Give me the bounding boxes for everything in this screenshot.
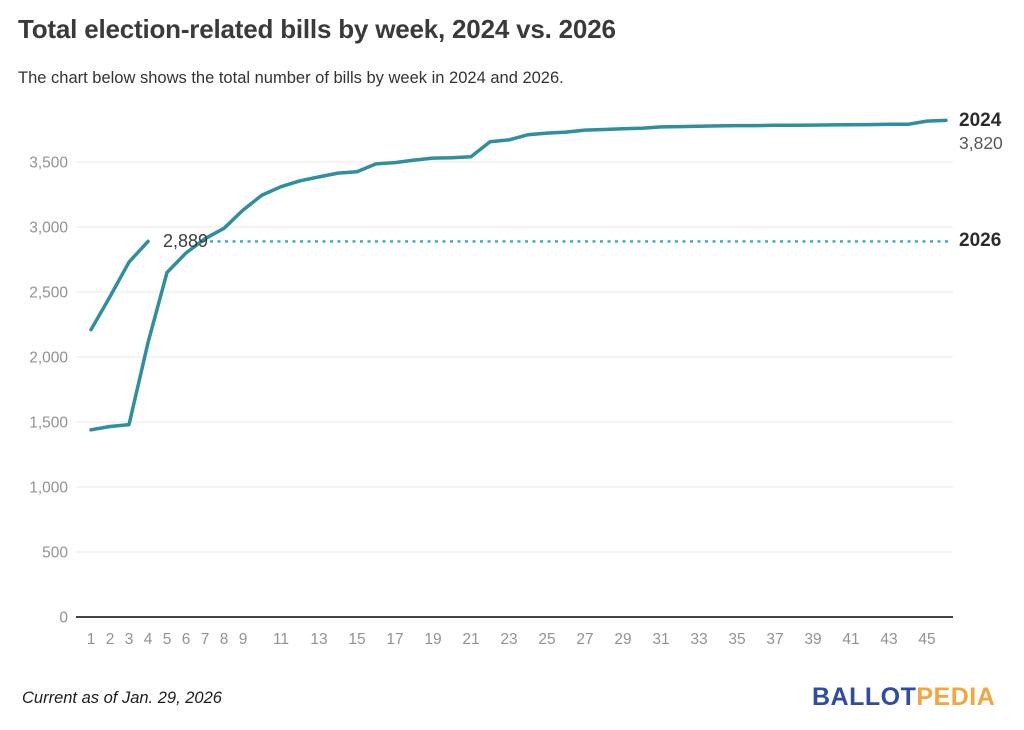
x-tick-label: 2 xyxy=(106,631,115,648)
y-tick-label: 3,000 xyxy=(29,220,68,237)
annotation-2026-final-value: 2,889 xyxy=(162,231,208,251)
x-tick-label: 37 xyxy=(766,631,783,648)
logo-pedia: PEDIA xyxy=(916,683,996,711)
x-tick-label: 9 xyxy=(239,631,248,648)
x-tick-label: 43 xyxy=(880,631,897,648)
x-tick-label: 31 xyxy=(652,631,669,648)
x-tick-label: 13 xyxy=(310,631,327,648)
x-tick-label: 23 xyxy=(500,631,517,648)
x-tick-label: 4 xyxy=(144,631,153,648)
x-tick-label: 1 xyxy=(87,631,96,648)
x-tick-label: 17 xyxy=(386,631,403,648)
y-tick-label: 0 xyxy=(59,610,68,627)
x-tick-label: 7 xyxy=(201,631,210,648)
x-tick-label: 27 xyxy=(576,631,593,648)
x-tick-label: 19 xyxy=(424,631,441,648)
footnote: Current as of Jan. 29, 2026 xyxy=(22,689,222,707)
series-final-value-2024: 3,820 xyxy=(959,133,1003,153)
x-tick-label: 35 xyxy=(728,631,745,648)
x-tick-label: 15 xyxy=(348,631,365,648)
series-line-2024 xyxy=(89,118,948,432)
x-tick-label: 29 xyxy=(614,631,631,648)
x-tick-label: 41 xyxy=(842,631,859,648)
x-tick-label: 45 xyxy=(918,631,935,648)
y-tick-label: 2,500 xyxy=(29,285,68,302)
y-tick-label: 500 xyxy=(42,545,68,562)
series-label-2026: 2026 xyxy=(959,230,1002,251)
x-tick-label: 8 xyxy=(220,631,229,648)
x-tick-label: 5 xyxy=(163,631,172,648)
x-tick-label: 39 xyxy=(804,631,821,648)
y-tick-label: 1,000 xyxy=(29,480,68,497)
x-tick-label: 6 xyxy=(182,631,191,648)
series-label-2024: 2024 xyxy=(959,110,1002,131)
x-tick-label: 3 xyxy=(125,631,134,648)
page-subtitle: The chart below shows the total number o… xyxy=(18,69,564,87)
x-tick-label: 21 xyxy=(462,631,479,648)
y-tick-label: 3,500 xyxy=(29,155,68,172)
series-line-2026 xyxy=(89,239,150,332)
y-tick-label: 1,500 xyxy=(29,415,68,432)
y-tick-label: 2,000 xyxy=(29,350,68,367)
logo-ballot: BALLOT xyxy=(812,683,917,711)
x-tick-label: 25 xyxy=(538,631,555,648)
x-tick-label: 11 xyxy=(273,631,289,648)
x-tick-label: 33 xyxy=(690,631,707,648)
page-title: Total election-related bills by week, 20… xyxy=(18,14,616,44)
ballotpedia-logo: BALLOTPEDIA xyxy=(812,683,995,712)
